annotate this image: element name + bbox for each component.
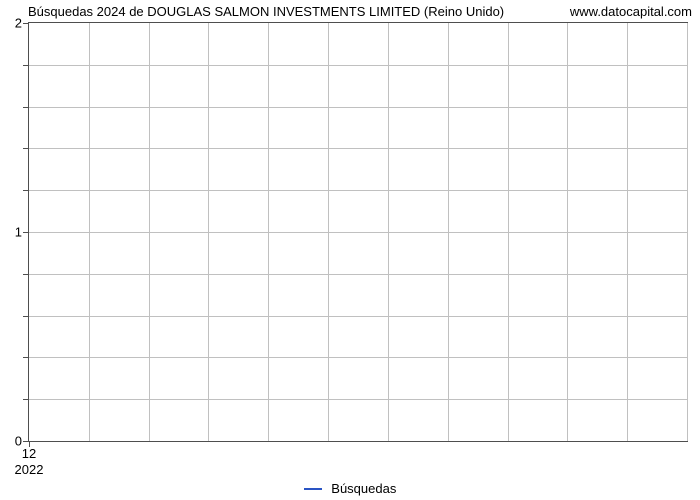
x-tick-label-month: 12 [22,446,36,461]
legend-label: Búsquedas [331,481,396,496]
gridline-h [29,148,687,149]
y-tick [23,274,29,275]
gridline-h [29,399,687,400]
y-tick [23,107,29,108]
y-tick [23,232,29,233]
gridline-h [29,65,687,66]
gridline-v [208,23,209,441]
gridline-v [627,23,628,441]
chart-title: Búsquedas 2024 de DOUGLAS SALMON INVESTM… [28,4,504,19]
gridline-h [29,274,687,275]
gridline-v [388,23,389,441]
x-tick-label-year: 2022 [15,462,44,477]
legend: Búsquedas [0,480,700,496]
y-tick-label: 0 [0,434,22,449]
y-tick [23,316,29,317]
chart-title-row: Búsquedas 2024 de DOUGLAS SALMON INVESTM… [28,4,692,19]
y-tick-label: 1 [0,225,22,240]
gridline-h [29,316,687,317]
gridline-h [29,357,687,358]
gridline-v [448,23,449,441]
gridline-v [687,23,688,441]
chart-source: www.datocapital.com [570,4,692,19]
gridline-v [268,23,269,441]
y-tick [23,357,29,358]
gridline-h [29,232,687,233]
gridline-v [508,23,509,441]
legend-swatch [304,488,322,490]
chart-container: Búsquedas 2024 de DOUGLAS SALMON INVESTM… [0,0,700,500]
gridline-v [89,23,90,441]
gridline-v [567,23,568,441]
y-tick [23,399,29,400]
y-tick [23,190,29,191]
y-tick [23,65,29,66]
gridline-h [29,107,687,108]
y-tick [23,23,29,24]
y-tick-label: 2 [0,16,22,31]
plot-area [28,22,688,442]
y-tick [23,148,29,149]
gridline-v [149,23,150,441]
gridline-v [328,23,329,441]
gridline-h [29,190,687,191]
